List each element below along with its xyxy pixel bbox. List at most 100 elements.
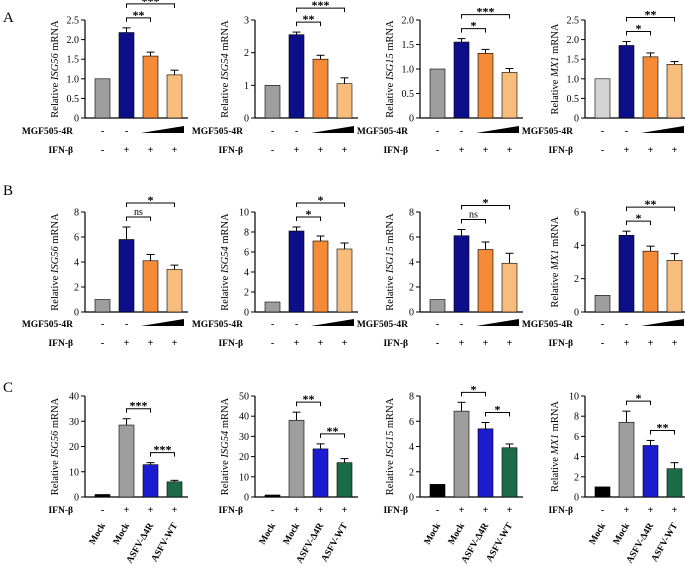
condition-symbol: + xyxy=(459,505,465,516)
significance-label: ** xyxy=(645,197,657,211)
condition-symbol: + xyxy=(148,145,154,156)
y-label-suffix: mRNA xyxy=(550,23,561,56)
panel-c-isg15: 0 2 4 6 8 Relative ISG15 mRNA * * IFN-β - + + + Mock M… xyxy=(383,382,523,565)
significance-label: * xyxy=(318,193,324,207)
y-tick-label: 2 xyxy=(244,48,249,59)
condition-symbol: + xyxy=(172,338,178,349)
y-tick-label: 2 xyxy=(244,288,249,299)
y-label-suffix: mRNA xyxy=(50,20,61,53)
significance-bracket xyxy=(150,452,175,457)
y-axis-label: Relative ISG56 mRNA xyxy=(50,397,61,495)
y-tick-label: 1.0 xyxy=(67,74,80,85)
y-tick-label: 4 xyxy=(244,268,249,279)
condition-symbol: - xyxy=(125,319,128,330)
dose-wedge xyxy=(476,126,519,133)
condition-symbol: + xyxy=(124,145,130,156)
y-label-gene: ISG56 xyxy=(50,53,61,82)
y-tick-label: 2.5 xyxy=(567,16,580,27)
condition-label: IFN-β xyxy=(383,339,408,349)
condition-symbol: + xyxy=(148,338,154,349)
significance-label: ** xyxy=(657,420,669,434)
bar xyxy=(166,74,183,119)
y-axis-label: Relative ISG56 mRNA xyxy=(50,20,61,118)
y-axis-label: Relative ISG54 mRNA xyxy=(220,213,231,311)
condition-symbol: + xyxy=(507,145,513,156)
condition-symbol: - xyxy=(271,145,274,156)
y-tick-label: 50 xyxy=(239,392,249,403)
y-label-suffix: mRNA xyxy=(385,213,396,246)
condition-symbol: + xyxy=(507,505,513,516)
significance-bracket xyxy=(626,206,675,212)
bar xyxy=(666,63,683,119)
bar xyxy=(94,78,111,119)
condition-symbol: + xyxy=(483,338,489,349)
y-tick-label: 2.0 xyxy=(567,35,580,46)
category-label: Mock xyxy=(88,521,109,547)
category-label: Mock xyxy=(282,521,303,547)
y-tick-label: 4 xyxy=(74,258,79,269)
condition-symbol: + xyxy=(318,145,324,156)
y-label-suffix: mRNA xyxy=(220,397,231,430)
category-label: Mock xyxy=(112,521,133,547)
y-label-prefix: Relative xyxy=(550,454,561,492)
bar xyxy=(94,299,111,313)
condition-symbol: + xyxy=(318,505,324,516)
condition-symbol: + xyxy=(648,338,654,349)
y-tick-label: 6 xyxy=(574,208,579,219)
significance-bracket xyxy=(461,219,486,224)
condition-symbol: - xyxy=(271,126,274,137)
panel-c-isg54: 0 10 20 30 40 50 Relative ISG54 mRNA ** ** IFN-β -… xyxy=(218,392,358,565)
condition-symbol: - xyxy=(101,505,104,516)
condition-label: MGF505-4R xyxy=(357,320,408,330)
significance-label: * xyxy=(306,207,312,221)
y-tick-label: 2 xyxy=(574,274,579,285)
y-tick-label: 1 xyxy=(244,81,249,92)
bar xyxy=(642,250,659,313)
bar xyxy=(336,248,353,313)
y-label-prefix: Relative xyxy=(50,273,61,311)
significance-label: ** xyxy=(645,8,657,22)
dose-wedge xyxy=(476,319,519,326)
y-axis-label: Relative ISG56 mRNA xyxy=(50,213,61,311)
bar xyxy=(142,260,159,313)
y-label-gene: ISG15 xyxy=(385,246,396,274)
significance-bracket xyxy=(650,429,675,435)
y-tick-label: 30 xyxy=(69,417,79,428)
y-tick-label: 0 xyxy=(409,493,414,504)
significance-bracket xyxy=(126,202,175,207)
condition-symbol: - xyxy=(101,145,104,156)
y-tick-label: 1.5 xyxy=(67,55,80,66)
condition-symbol: + xyxy=(624,145,630,156)
significance-label: ** xyxy=(303,12,315,26)
bar xyxy=(288,230,305,313)
bar xyxy=(453,410,470,498)
y-tick-label: 6 xyxy=(244,248,249,259)
y-tick-label: 20 xyxy=(69,442,79,453)
y-label-suffix: mRNA xyxy=(220,213,231,246)
condition-symbol: - xyxy=(460,126,463,137)
significance-bracket xyxy=(626,17,675,22)
condition-symbol: - xyxy=(125,126,128,137)
bar xyxy=(336,83,353,119)
significance-bracket xyxy=(296,401,321,407)
condition-symbol: + xyxy=(483,145,489,156)
bar xyxy=(501,447,518,498)
y-tick-label: 0.5 xyxy=(402,89,415,100)
bar xyxy=(336,462,353,498)
y-tick-label: 10 xyxy=(569,392,579,403)
condition-symbol: - xyxy=(101,319,104,330)
significance-bracket xyxy=(626,220,651,226)
y-axis-label: Relative MX1 mRNA xyxy=(550,401,561,492)
condition-symbol: - xyxy=(295,126,298,137)
condition-symbol: - xyxy=(101,338,104,349)
y-axis-label: Relative ISG15 mRNA xyxy=(385,213,396,311)
bar xyxy=(594,78,611,119)
condition-symbol: + xyxy=(342,338,348,349)
y-tick-label: 20 xyxy=(239,452,249,463)
condition-symbol: - xyxy=(601,505,604,516)
significance-bracket xyxy=(626,31,651,36)
y-tick-label: 0 xyxy=(74,308,79,319)
condition-symbol: - xyxy=(625,126,628,137)
y-tick-label: 6 xyxy=(74,233,79,244)
condition-symbol: + xyxy=(459,145,465,156)
